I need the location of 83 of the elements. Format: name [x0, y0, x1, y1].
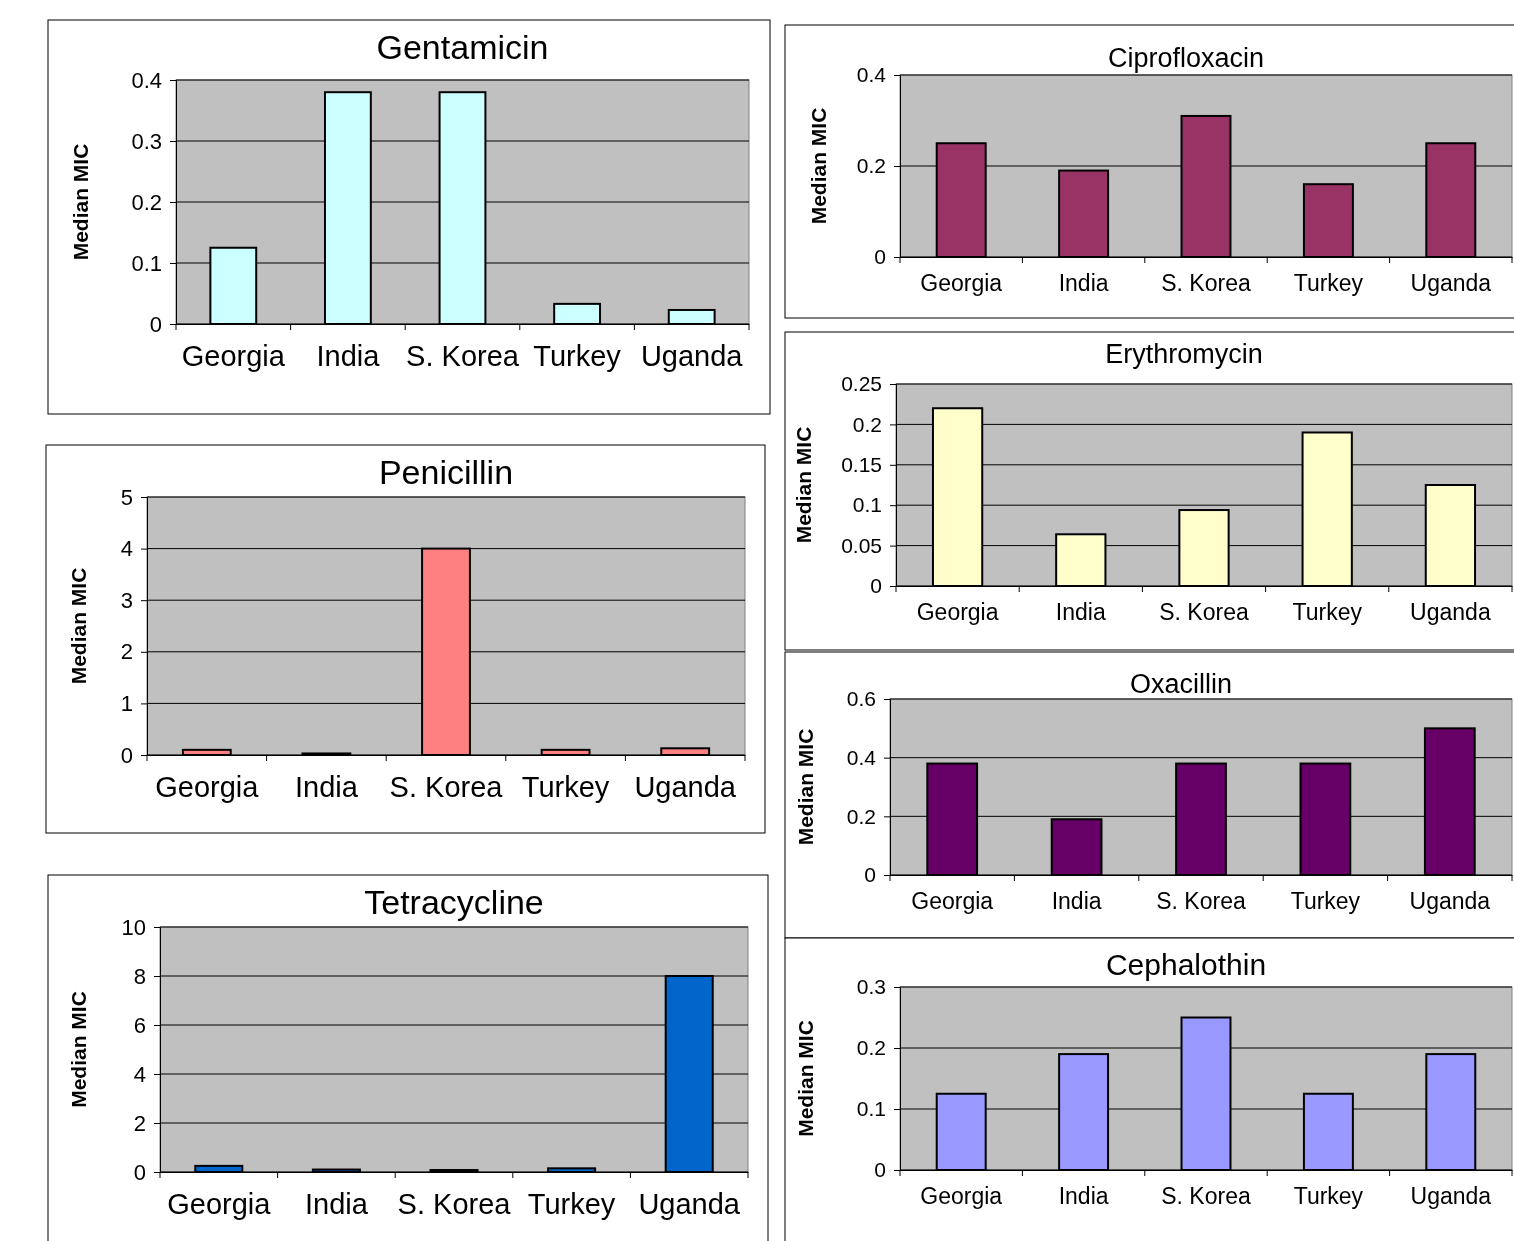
- x-tick-label: Turkey: [1290, 887, 1361, 914]
- y-axis-title: Median MIC: [66, 567, 90, 685]
- x-tick-label: India: [316, 340, 381, 373]
- x-tick-label: S. Korea: [397, 1188, 512, 1221]
- y-tick-label: 10: [121, 914, 146, 940]
- y-tick-label: 8: [133, 963, 146, 989]
- x-tick-label: S. Korea: [1156, 887, 1246, 914]
- x-tick-label: India: [1051, 887, 1102, 914]
- y-tick-label: 0.4: [846, 745, 877, 769]
- y-tick-label: 0: [133, 1159, 146, 1185]
- y-tick-label: 5: [120, 484, 133, 510]
- x-tick-label: India: [1058, 1182, 1109, 1209]
- y-axis-title: Median MIC: [793, 1020, 817, 1137]
- x-tick-label: S. Korea: [1161, 1182, 1251, 1209]
- x-tick-label: India: [294, 771, 359, 804]
- x-tick-label: India: [1055, 598, 1106, 625]
- x-tick-label: Georgia: [155, 771, 260, 804]
- x-tick-label: Uganda: [634, 771, 737, 804]
- y-tick-label: 0: [120, 742, 133, 768]
- x-tick-label: Turkey: [1292, 598, 1363, 625]
- chart-title: Oxacillin: [1129, 669, 1233, 700]
- y-tick-label: 6: [133, 1012, 146, 1038]
- y-tick-label: 0: [149, 311, 162, 337]
- y-tick-label: 0: [874, 1158, 886, 1182]
- y-tick-label: 0.15: [841, 453, 882, 477]
- y-axis-title: Median MIC: [68, 143, 92, 261]
- y-tick-label: 2: [120, 639, 133, 665]
- y-tick-label: 0.1: [856, 1097, 886, 1121]
- y-tick-label: 0.05: [841, 533, 882, 557]
- y-axis-title: Median MIC: [791, 426, 815, 544]
- y-axis-title: Median MIC: [793, 728, 817, 846]
- x-tick-label: S. Korea: [406, 340, 520, 373]
- x-tick-label: Turkey: [1293, 1182, 1364, 1209]
- x-tick-label: Georgia: [167, 1188, 272, 1221]
- x-tick-label: Uganda: [638, 1188, 741, 1221]
- y-tick-label: 1: [120, 690, 133, 716]
- y-tick-label: 4: [120, 536, 133, 562]
- x-tick-label: S. Korea: [389, 771, 504, 804]
- x-tick-label: Georgia: [916, 598, 999, 625]
- y-tick-label: 0.4: [131, 67, 162, 93]
- x-tick-label: Turkey: [527, 1188, 616, 1221]
- x-tick-label: S. Korea: [1159, 598, 1249, 625]
- y-tick-label: 0.25: [841, 372, 882, 396]
- x-tick-label: Georgia: [911, 887, 994, 914]
- x-tick-label: Uganda: [1410, 269, 1492, 296]
- chart-title: Penicillin: [378, 452, 514, 491]
- y-tick-label: 0: [874, 245, 886, 269]
- x-tick-label: India: [1058, 269, 1109, 296]
- y-tick-label: 0.2: [856, 154, 886, 178]
- y-tick-label: 0: [870, 574, 882, 598]
- y-tick-label: 0.2: [856, 1036, 886, 1060]
- x-tick-label: Turkey: [533, 340, 622, 373]
- y-tick-label: 0.2: [131, 189, 162, 215]
- y-tick-label: 0: [864, 863, 876, 887]
- x-tick-label: India: [304, 1188, 369, 1221]
- x-tick-label: Georgia: [181, 340, 286, 373]
- y-axis-title: Median MIC: [66, 991, 90, 1108]
- chart-title: Gentamicin: [376, 27, 549, 66]
- x-tick-label: Uganda: [640, 340, 744, 373]
- chart-title: Tetracycline: [364, 882, 544, 921]
- x-tick-label: Uganda: [1409, 887, 1491, 914]
- x-tick-label: S. Korea: [1161, 269, 1251, 296]
- y-tick-label: 0.2: [852, 412, 882, 436]
- y-tick-label: 0.1: [852, 493, 882, 517]
- y-axis-title: Median MIC: [806, 107, 830, 225]
- y-tick-label: 0.6: [846, 687, 876, 711]
- x-tick-label: Georgia: [920, 1182, 1003, 1209]
- y-tick-label: 0.3: [856, 975, 886, 999]
- x-tick-label: Turkey: [521, 771, 610, 804]
- y-tick-label: 0.1: [131, 250, 162, 276]
- y-tick-label: 2: [133, 1110, 146, 1136]
- x-tick-label: Uganda: [1410, 1182, 1492, 1209]
- chart-title: Ciprofloxacin: [1107, 43, 1265, 74]
- y-tick-label: 0.3: [131, 128, 162, 154]
- y-tick-label: 0.2: [846, 804, 876, 828]
- y-tick-label: 0.4: [856, 63, 887, 87]
- x-tick-label: Uganda: [1410, 598, 1491, 625]
- y-tick-label: 4: [133, 1061, 146, 1087]
- chart-title: Cephalothin: [1105, 947, 1267, 981]
- y-tick-label: 3: [120, 587, 133, 613]
- chart-title: Erythromycin: [1105, 339, 1263, 370]
- x-tick-label: Turkey: [1293, 269, 1364, 296]
- x-tick-label: Georgia: [920, 269, 1003, 296]
